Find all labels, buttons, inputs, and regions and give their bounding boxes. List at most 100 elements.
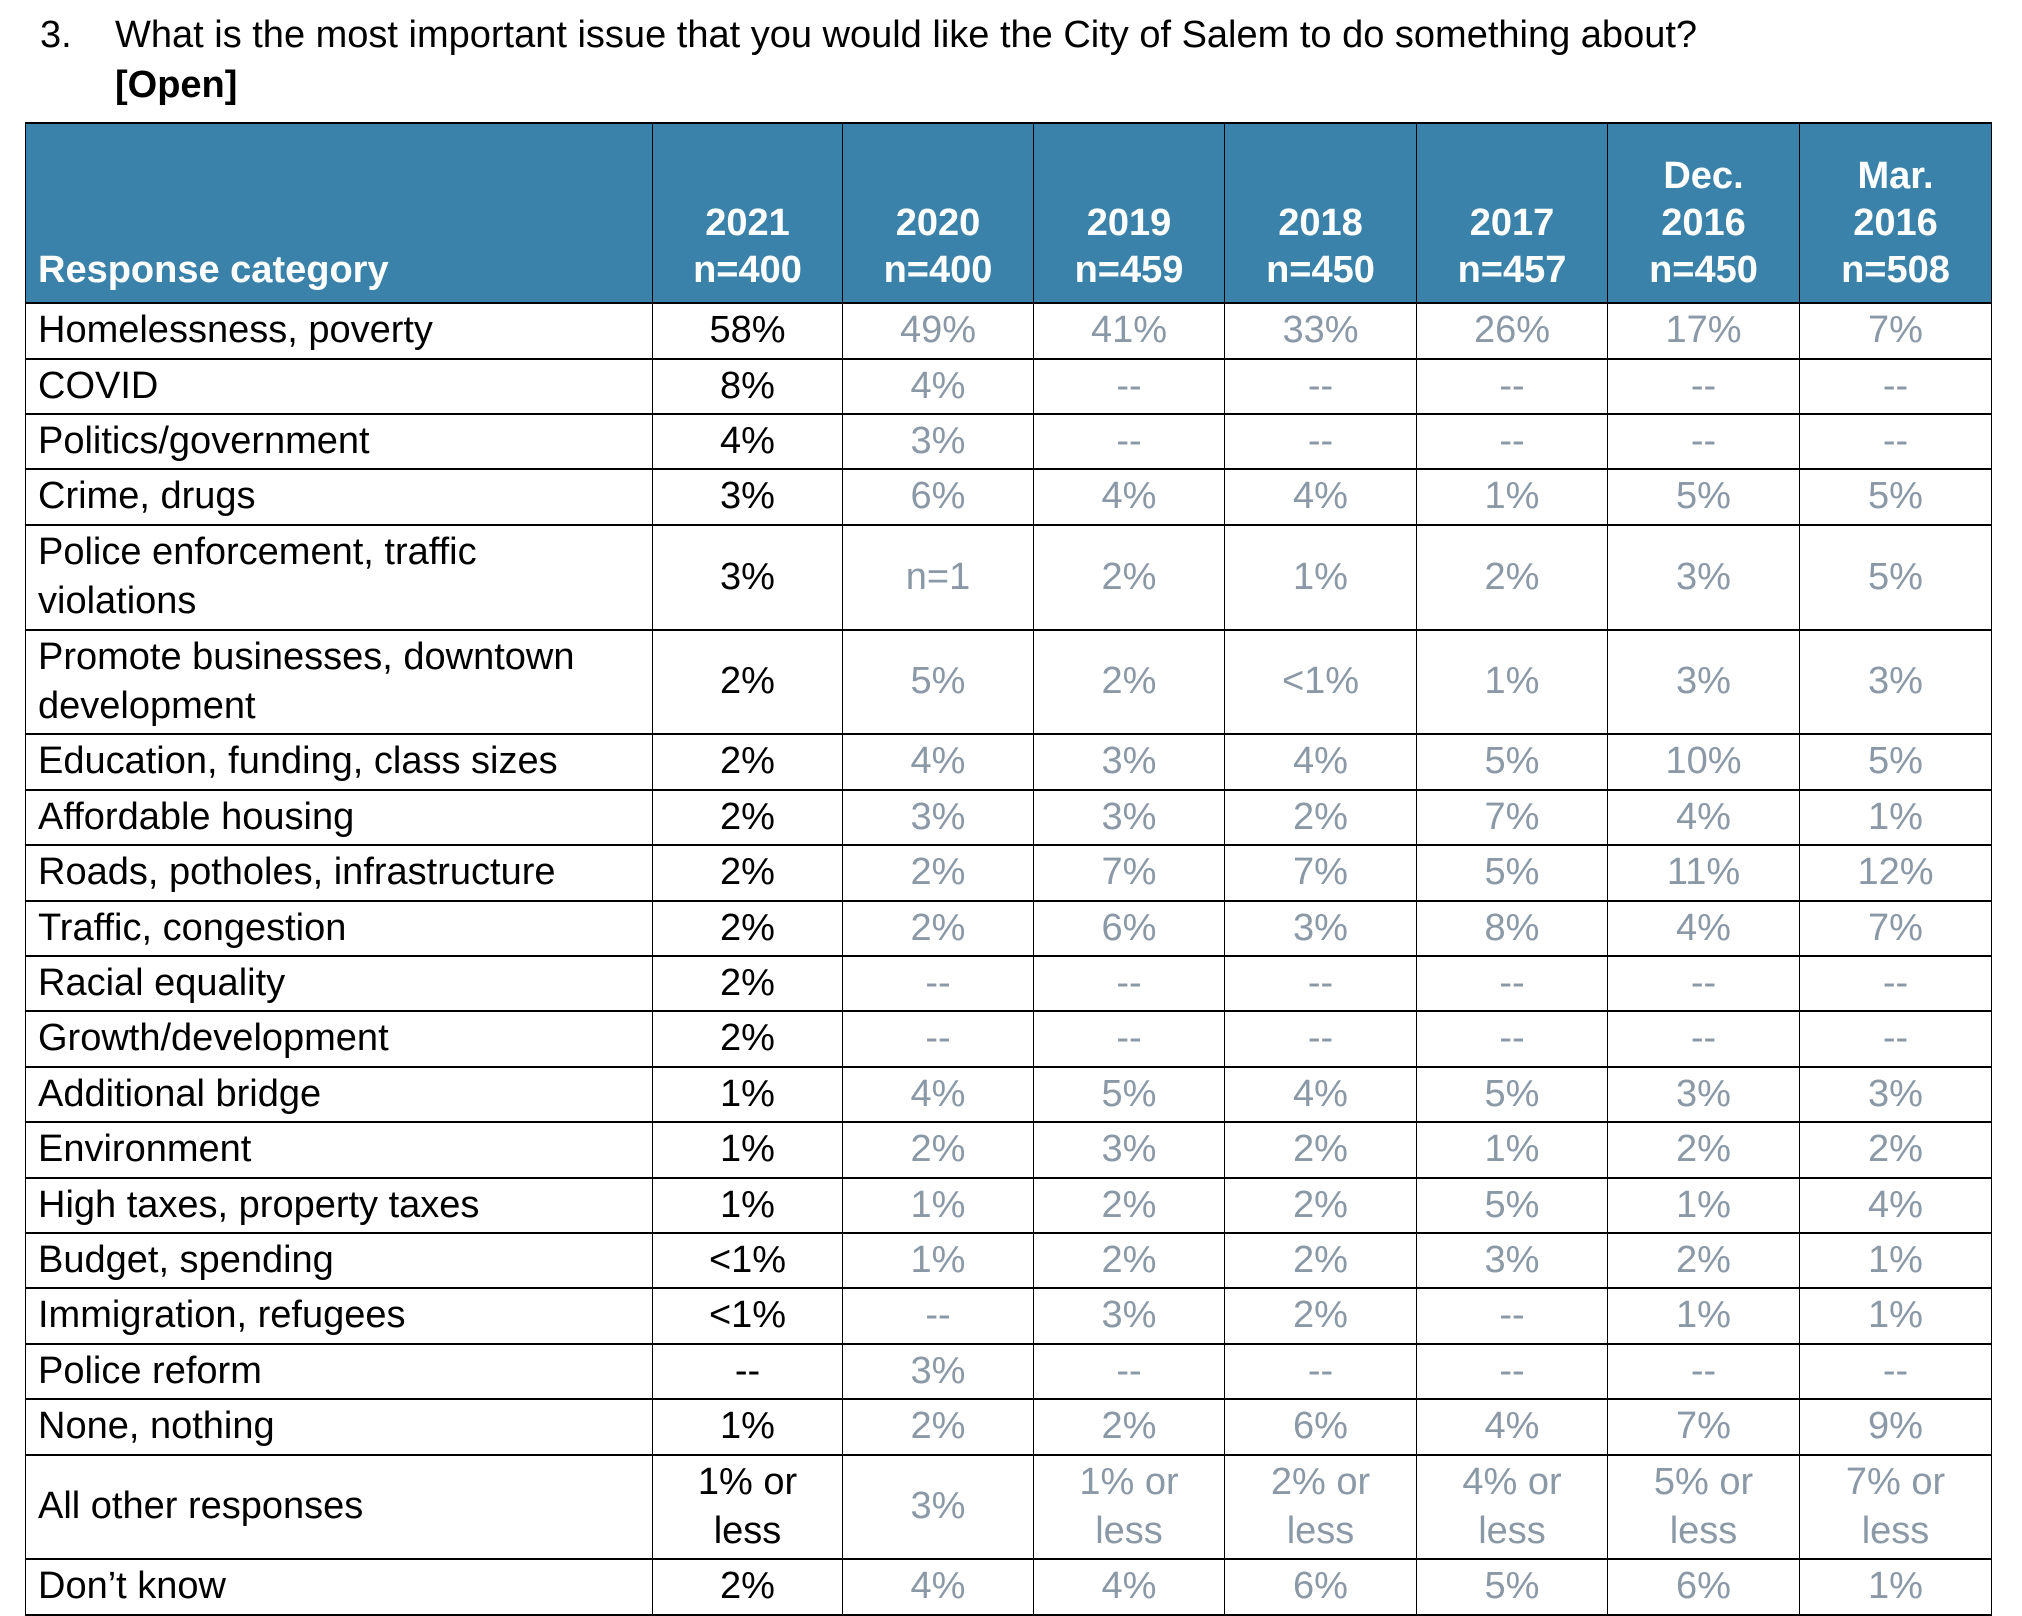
value-cell-2020: 4% — [842, 1065, 1034, 1124]
value-cell-2018: 4% — [1224, 468, 1417, 526]
value-cell-mar-2016: 2% — [1799, 1121, 1992, 1179]
column-header-2017: 2017 n=457 — [1416, 122, 1608, 305]
response-category-cell: Growth/development — [25, 1010, 653, 1068]
table-row: Homelessness, poverty 58% 49% 41% 33% 26% 17%… — [25, 302, 1992, 360]
value-cell-2020: 1% — [842, 1176, 1034, 1234]
value-cell-2017: -- — [1416, 413, 1608, 471]
value-cell-2021: 2% — [652, 733, 843, 791]
value-cell-2021: 1% — [652, 1176, 843, 1234]
value-cell-2020: 4% — [842, 357, 1034, 416]
table-row: Growth/development 2% -- -- -- -- -- -- — [25, 1010, 1992, 1068]
value-cell-2021: -- — [652, 1342, 843, 1401]
response-category-cell: Affordable housing — [25, 788, 653, 847]
value-cell-mar-2016: 12% — [1799, 844, 1992, 902]
value-cell-mar-2016: 9% — [1799, 1398, 1992, 1456]
value-cell-mar-2016: 1% — [1799, 788, 1992, 847]
value-cell-2018: -- — [1224, 413, 1417, 471]
response-category-cell: Politics/government — [25, 413, 653, 471]
table-row: Budget, spending <1% 1% 2% 2% 3% 2% 1% — [25, 1231, 1992, 1290]
column-header-dec-2016: Dec. 2016 n=450 — [1607, 122, 1800, 305]
value-cell-dec-2016: 1% — [1607, 1287, 1800, 1345]
value-cell-2018: <1% — [1224, 628, 1417, 736]
response-category-cell: Police reform — [25, 1342, 653, 1401]
value-cell-2018: 4% — [1224, 1065, 1417, 1124]
table-body: Homelessness, poverty 58% 49% 41% 33% 26% 17%… — [25, 302, 1992, 1616]
value-cell-dec-2016: -- — [1607, 357, 1800, 416]
value-cell-mar-2016: 4% — [1799, 1176, 1992, 1234]
value-cell-2020: n=1 — [842, 523, 1034, 631]
value-cell-2018: 2% — [1224, 1287, 1417, 1345]
column-header-2021: 2021 n=400 — [652, 122, 843, 305]
value-cell-dec-2016: -- — [1607, 1010, 1800, 1068]
table-row: Affordable housing 2% 3% 3% 2% 7% 4% 1% — [25, 788, 1992, 847]
response-category-cell: Roads, potholes, infrastructure — [25, 844, 653, 902]
value-cell-2019: 2% — [1033, 628, 1225, 736]
table-header: Response category 2021 n=400 2020 n=400 … — [25, 122, 1992, 305]
value-cell-2020: 1% — [842, 1231, 1034, 1290]
value-cell-dec-2016: -- — [1607, 1342, 1800, 1401]
value-cell-dec-2016: 2% — [1607, 1121, 1800, 1179]
column-header-2019: 2019 n=459 — [1033, 122, 1225, 305]
value-cell-2017: -- — [1416, 357, 1608, 416]
value-cell-2017: 5% — [1416, 1558, 1608, 1616]
response-category-cell: Crime, drugs — [25, 468, 653, 526]
table-row: Roads, potholes, infrastructure 2% 2% 7% 7%… — [25, 844, 1992, 902]
value-cell-2019: 2% — [1033, 1176, 1225, 1234]
value-cell-2020: 3% — [842, 1453, 1034, 1561]
value-cell-2021: 4% — [652, 413, 843, 471]
response-category-cell: None, nothing — [25, 1398, 653, 1456]
value-cell-2019: 2% — [1033, 523, 1225, 631]
value-cell-2018: 2% — [1224, 788, 1417, 847]
response-category-cell: Budget, spending — [25, 1231, 653, 1290]
table-row: All other responses 1% or less 3% 1% or le… — [25, 1453, 1992, 1561]
value-cell-2021: 2% — [652, 844, 843, 902]
value-cell-mar-2016: 5% — [1799, 468, 1992, 526]
value-cell-mar-2016: 3% — [1799, 628, 1992, 736]
value-cell-2019: 7% — [1033, 844, 1225, 902]
column-header-2018: 2018 n=450 — [1224, 122, 1417, 305]
value-cell-2017: 1% — [1416, 468, 1608, 526]
value-cell-dec-2016: -- — [1607, 954, 1800, 1013]
value-cell-2017: -- — [1416, 1342, 1608, 1401]
value-cell-2021: <1% — [652, 1231, 843, 1290]
value-cell-2017: 8% — [1416, 899, 1608, 958]
value-cell-dec-2016: 3% — [1607, 1065, 1800, 1124]
value-cell-2018: 6% — [1224, 1558, 1417, 1616]
value-cell-2020: -- — [842, 1287, 1034, 1345]
table-row: Education, funding, class sizes 2% 4% 3% 4%… — [25, 733, 1992, 791]
value-cell-2020: 2% — [842, 1121, 1034, 1179]
value-cell-2019: 4% — [1033, 1558, 1225, 1616]
column-header-mar-2016: Mar. 2016 n=508 — [1799, 122, 1992, 305]
value-cell-2017: 7% — [1416, 788, 1608, 847]
value-cell-2018: 7% — [1224, 844, 1417, 902]
value-cell-dec-2016: 1% — [1607, 1176, 1800, 1234]
value-cell-dec-2016: 17% — [1607, 302, 1800, 360]
response-category-cell: All other responses — [25, 1453, 653, 1561]
value-cell-2017: 5% — [1416, 1176, 1608, 1234]
value-cell-2018: 33% — [1224, 302, 1417, 360]
value-cell-2018: 6% — [1224, 1398, 1417, 1456]
value-cell-2020: 6% — [842, 468, 1034, 526]
value-cell-2019: -- — [1033, 357, 1225, 416]
response-category-cell: COVID — [25, 357, 653, 416]
value-cell-2020: 4% — [842, 733, 1034, 791]
value-cell-mar-2016: 1% — [1799, 1287, 1992, 1345]
question-open-tag: [Open] — [115, 64, 238, 107]
value-cell-2017: 26% — [1416, 302, 1608, 360]
value-cell-2018: 2% — [1224, 1121, 1417, 1179]
value-cell-dec-2016: 6% — [1607, 1558, 1800, 1616]
value-cell-2020: -- — [842, 1010, 1034, 1068]
table-row: Additional bridge 1% 4% 5% 4% 5% 3% 3% — [25, 1065, 1992, 1124]
value-cell-2021: 1% — [652, 1121, 843, 1179]
value-cell-2019: 2% — [1033, 1231, 1225, 1290]
value-cell-mar-2016: 7% — [1799, 899, 1992, 958]
value-cell-2019: -- — [1033, 1010, 1225, 1068]
value-cell-2021: 1% — [652, 1398, 843, 1456]
value-cell-2017: 1% — [1416, 1121, 1608, 1179]
response-category-cell: Police enforcement, traffic violations — [25, 523, 653, 631]
value-cell-2019: -- — [1033, 413, 1225, 471]
value-cell-2017: 4% — [1416, 1398, 1608, 1456]
value-cell-2021: 3% — [652, 468, 843, 526]
value-cell-mar-2016: 5% — [1799, 523, 1992, 631]
table-row: Traffic, congestion 2% 2% 6% 3% 8% 4% 7% — [25, 899, 1992, 958]
